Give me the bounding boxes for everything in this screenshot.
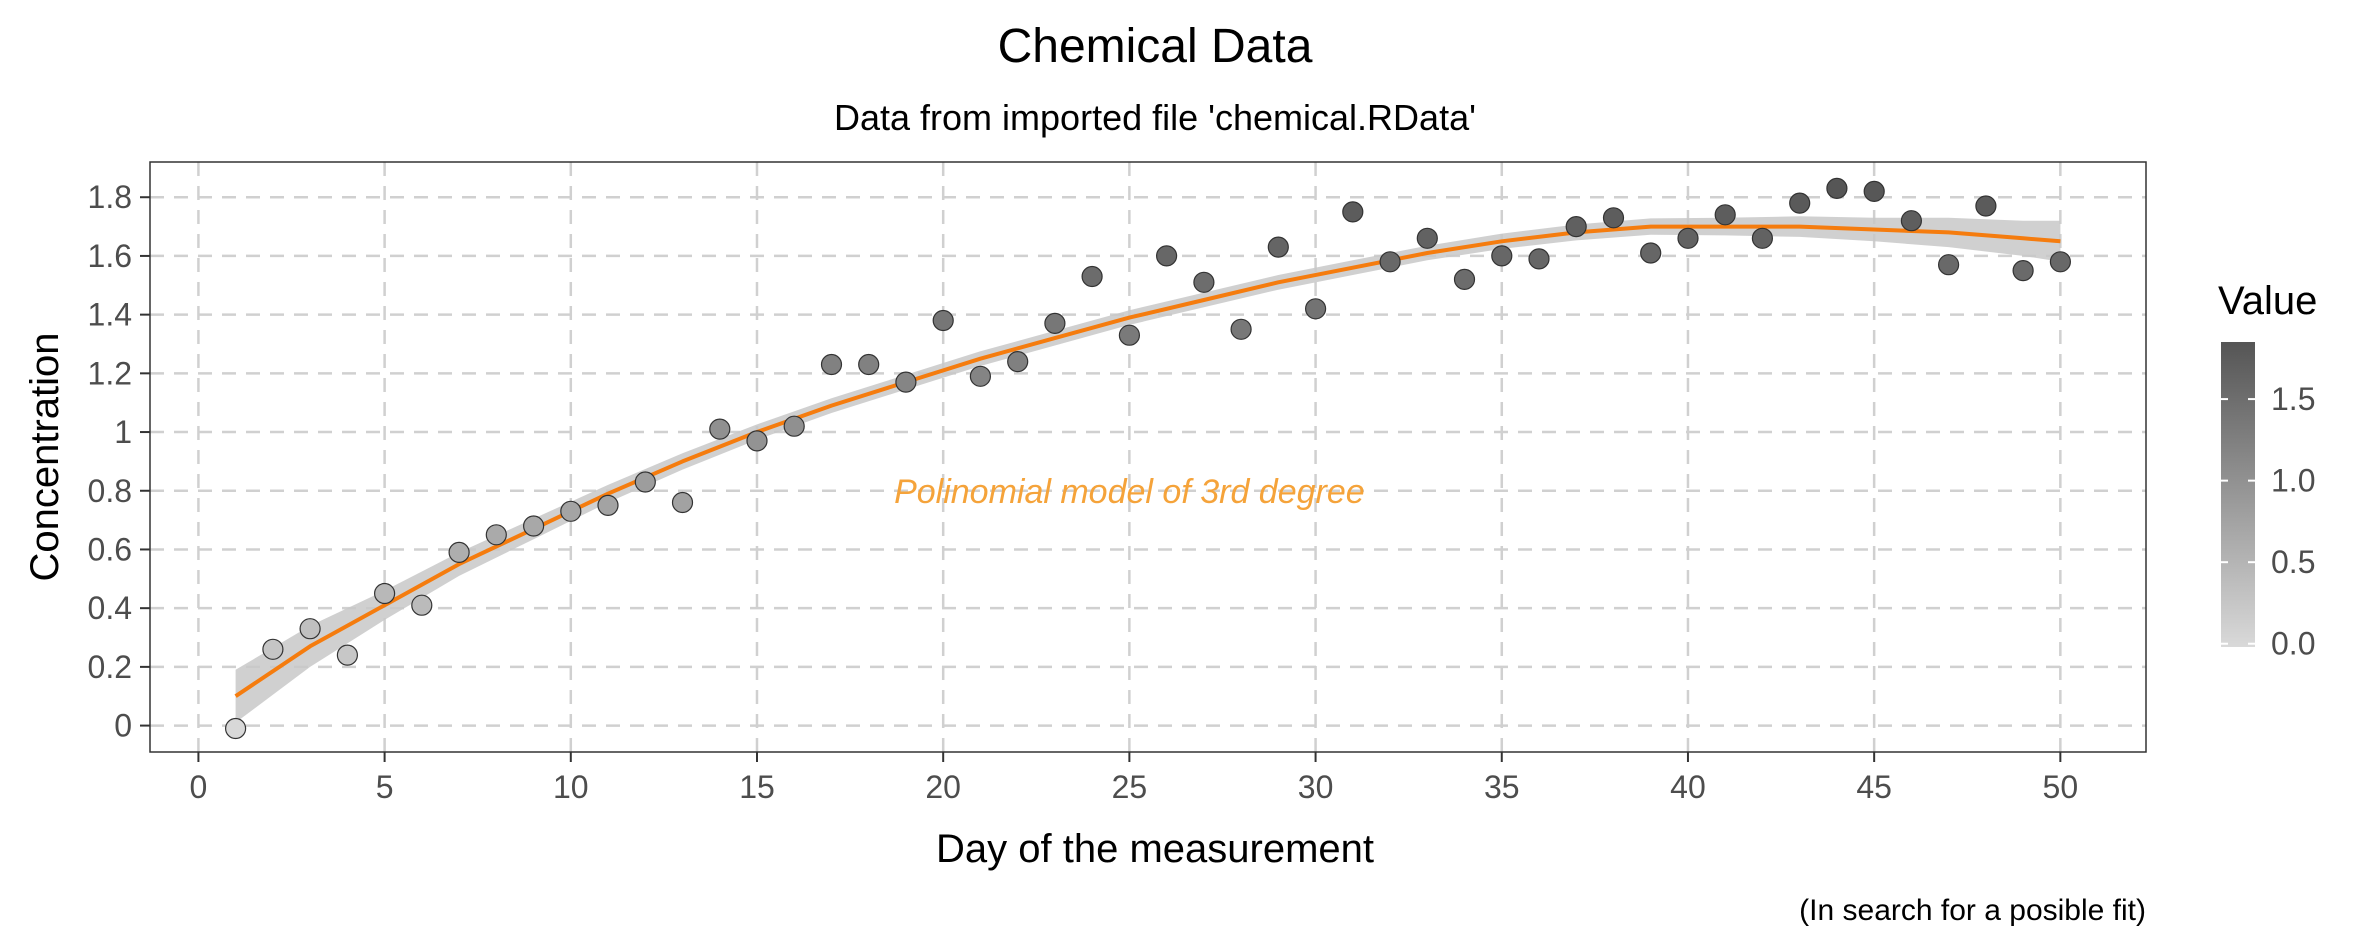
data-point	[1900, 210, 1923, 232]
data-point	[1416, 227, 1438, 249]
data-point	[1975, 195, 1997, 217]
fit-curve	[234, 224, 2061, 698]
data-point	[1826, 177, 1848, 199]
y-tick-label: 1.4	[88, 297, 132, 333]
data-points	[225, 177, 2071, 740]
data-point	[820, 353, 843, 376]
y-tick-label: 1	[114, 414, 132, 450]
data-point	[485, 524, 507, 546]
legend-tick-label: 0.0	[2271, 626, 2315, 662]
y-tick-label: 0	[114, 708, 132, 744]
legend-title: Value	[2218, 279, 2317, 323]
legend-tick-label: 0.5	[2271, 544, 2315, 580]
confidence-band-area	[235, 216, 2061, 723]
chart-title: Chemical Data	[998, 20, 1313, 73]
data-point	[1081, 265, 1103, 288]
x-tick-label: 0	[190, 769, 208, 805]
data-point	[597, 494, 619, 516]
legend-tick-label: 1.0	[2271, 463, 2315, 499]
x-tick-label: 45	[1856, 769, 1892, 805]
data-point	[1453, 268, 1476, 290]
data-point	[895, 371, 917, 393]
data-point	[969, 365, 992, 387]
data-point	[634, 471, 656, 493]
data-point	[1937, 254, 1960, 276]
data-point	[858, 353, 880, 376]
data-point	[1789, 192, 1811, 214]
data-point	[448, 541, 470, 564]
data-point	[1007, 351, 1029, 373]
data-point	[2012, 260, 2034, 282]
y-tick-label: 0.6	[88, 531, 132, 567]
y-tick-label: 1.8	[88, 179, 132, 215]
legend-colorbar	[2221, 342, 2255, 647]
legend-ticks: 0.0 0.5 1.0 1.5	[2221, 381, 2315, 662]
data-point	[1267, 236, 1289, 258]
x-tick-label: 15	[739, 769, 775, 805]
data-point	[374, 582, 396, 605]
data-point	[299, 618, 321, 640]
grid-lines	[150, 162, 2146, 752]
data-point	[671, 491, 694, 514]
y-tick-label: 0.2	[88, 649, 132, 685]
data-point	[225, 717, 247, 740]
x-tick-label: 30	[1298, 769, 1334, 805]
data-point	[1118, 324, 1141, 346]
data-point	[1751, 227, 1774, 249]
x-tick-label: 35	[1484, 769, 1520, 805]
y-axis-ticks: 0 0.2 0.4 0.6 0.8 1 1.2 1.4 1.6 1.8	[88, 179, 150, 744]
data-point	[1193, 271, 1215, 293]
x-axis-ticks: 0 5 10 15 20 25 30 35 40 45 50	[190, 752, 2079, 805]
data-point	[2049, 251, 2071, 273]
x-tick-label: 50	[2043, 769, 2079, 805]
data-point	[1714, 204, 1736, 226]
data-point	[1528, 248, 1550, 270]
data-point	[1379, 251, 1401, 273]
data-point	[1044, 312, 1066, 334]
x-tick-label: 40	[1670, 769, 1706, 805]
chart-caption: (In search for a posible fit)	[1799, 894, 2146, 927]
y-tick-label: 0.4	[88, 590, 132, 626]
data-point	[746, 430, 768, 452]
data-point	[783, 415, 805, 437]
data-point	[522, 515, 545, 537]
data-point	[1565, 216, 1587, 238]
data-point	[709, 418, 731, 440]
data-point	[932, 309, 954, 332]
confidence-band	[235, 216, 2061, 723]
data-point	[336, 644, 358, 666]
data-point	[1602, 207, 1625, 229]
legend-tick-label: 1.5	[2271, 381, 2315, 417]
plot-panel-border	[149, 161, 2147, 753]
data-point	[1230, 318, 1252, 340]
x-tick-label: 5	[376, 769, 394, 805]
x-tick-label: 25	[1112, 769, 1148, 805]
data-point	[1677, 227, 1699, 249]
data-point	[1491, 245, 1513, 267]
legend: Value 0.0 0.5 1.0 1.5	[2218, 279, 2317, 662]
x-tick-label: 20	[925, 769, 961, 805]
data-point	[1640, 242, 1662, 264]
x-axis-title: Day of the measurement	[936, 827, 1374, 871]
x-tick-label: 10	[553, 769, 589, 805]
data-point	[1863, 180, 1885, 202]
fit-line	[234, 224, 2061, 698]
y-axis-title: Concentration	[23, 332, 67, 581]
y-tick-label: 1.6	[88, 238, 132, 274]
y-tick-label: 0.8	[88, 473, 132, 509]
y-tick-label: 1.2	[88, 355, 132, 391]
data-point	[560, 500, 582, 522]
data-point	[262, 638, 284, 660]
data-point	[1155, 245, 1178, 267]
data-point	[1304, 298, 1327, 320]
data-point	[1342, 201, 1364, 223]
data-point	[411, 594, 433, 616]
fit-annotation: Polinomial model of 3rd degree	[894, 473, 1365, 511]
chart-subtitle: Data from imported file 'chemical.RData'	[834, 97, 1476, 138]
